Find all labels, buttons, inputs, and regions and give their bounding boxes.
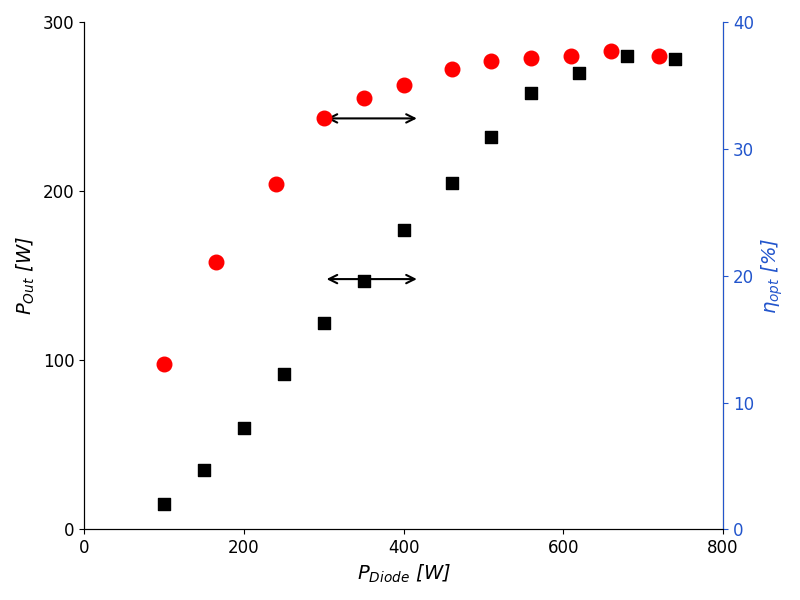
Point bbox=[573, 68, 586, 77]
Point bbox=[358, 276, 370, 286]
Y-axis label: $\eta_{opt}$ [%]: $\eta_{opt}$ [%] bbox=[759, 238, 785, 314]
Point bbox=[198, 466, 210, 475]
Point bbox=[445, 178, 458, 187]
Point bbox=[158, 359, 170, 368]
Point bbox=[318, 113, 330, 123]
X-axis label: P$_{Diode}$ [W]: P$_{Diode}$ [W] bbox=[357, 563, 450, 585]
Point bbox=[525, 88, 538, 98]
Point bbox=[238, 423, 250, 433]
Point bbox=[398, 225, 410, 235]
Point bbox=[605, 46, 618, 56]
Point bbox=[318, 318, 330, 328]
Y-axis label: P$_{Out}$ [W]: P$_{Out}$ [W] bbox=[15, 236, 38, 315]
Point bbox=[565, 51, 578, 61]
Point bbox=[653, 51, 666, 61]
Point bbox=[278, 369, 290, 379]
Point bbox=[485, 56, 498, 66]
Point bbox=[158, 499, 170, 509]
Point bbox=[525, 53, 538, 62]
Point bbox=[210, 257, 222, 267]
Point bbox=[398, 80, 410, 89]
Point bbox=[485, 132, 498, 142]
Point bbox=[621, 51, 634, 61]
Point bbox=[358, 94, 370, 103]
Point bbox=[270, 179, 282, 189]
Point bbox=[445, 65, 458, 74]
Point bbox=[669, 55, 682, 64]
